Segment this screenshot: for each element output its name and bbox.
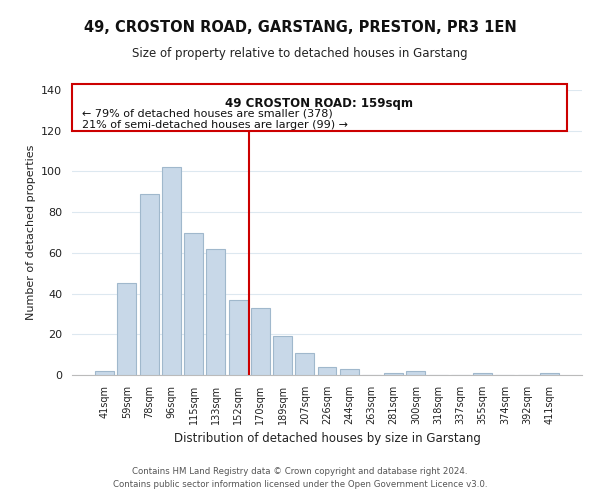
Bar [184,232,203,375]
Bar [340,369,359,375]
Text: Contains HM Land Registry data © Crown copyright and database right 2024.: Contains HM Land Registry data © Crown c… [132,467,468,476]
Text: Size of property relative to detached houses in Garstang: Size of property relative to detached ho… [132,48,468,60]
Y-axis label: Number of detached properties: Number of detached properties [26,145,35,320]
Text: Contains public sector information licensed under the Open Government Licence v3: Contains public sector information licen… [113,480,487,489]
Bar [229,300,248,375]
Bar [317,367,337,375]
Text: 21% of semi-detached houses are larger (99) →: 21% of semi-detached houses are larger (… [82,120,348,130]
Bar [140,194,158,375]
Bar [118,284,136,375]
Bar [162,168,181,375]
FancyBboxPatch shape [72,84,567,130]
Bar [273,336,292,375]
Bar [384,373,403,375]
X-axis label: Distribution of detached houses by size in Garstang: Distribution of detached houses by size … [173,432,481,446]
Text: ← 79% of detached houses are smaller (378): ← 79% of detached houses are smaller (37… [82,108,333,118]
Text: 49 CROSTON ROAD: 159sqm: 49 CROSTON ROAD: 159sqm [226,97,413,110]
Bar [540,373,559,375]
Bar [295,352,314,375]
Bar [251,308,270,375]
Bar [206,249,225,375]
Bar [95,371,114,375]
Text: 49, CROSTON ROAD, GARSTANG, PRESTON, PR3 1EN: 49, CROSTON ROAD, GARSTANG, PRESTON, PR3… [83,20,517,35]
Bar [406,371,425,375]
Bar [473,373,492,375]
